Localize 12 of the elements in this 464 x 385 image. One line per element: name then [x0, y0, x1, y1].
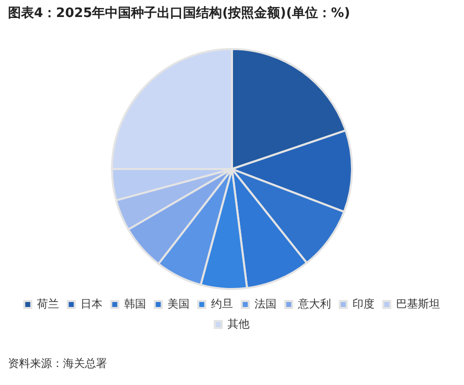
legend-label: 法国 [254, 297, 276, 310]
text: 资料来源：海关总署 [8, 356, 107, 371]
legend-label: 约旦 [210, 297, 233, 310]
chart-title: 图表4：2025年中国种子出口国结构(按照金额)(单位：%) [8, 4, 350, 22]
legend-label: 其他 [227, 317, 250, 330]
legend-label: 美国 [167, 297, 190, 310]
legend-label: 日本 [80, 297, 102, 310]
legend-label: 印度 [352, 297, 374, 310]
legend-label: 巴基斯坦 [396, 297, 440, 310]
legend-label: 荷兰 [36, 297, 59, 310]
legend-label: 韩国 [124, 297, 146, 310]
legend-label: 意大利 [296, 297, 331, 310]
